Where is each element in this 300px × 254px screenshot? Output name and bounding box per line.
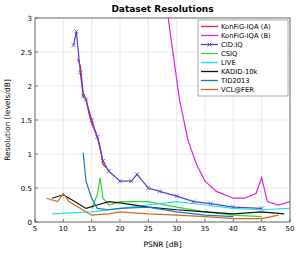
marker [135, 172, 139, 176]
tick-label: 2.5 [21, 49, 32, 57]
series-line [74, 32, 262, 209]
legend-marker [208, 43, 212, 47]
tick-label: 45 [257, 225, 266, 233]
legend-label: VCL@FER [221, 86, 254, 94]
tick-label: 5 [33, 225, 37, 233]
tick-label: 25 [144, 225, 153, 233]
tick-mark [35, 86, 38, 87]
plot-area [46, 18, 290, 219]
x-axis-label: PSNR [dB] [143, 240, 181, 249]
series-line [168, 18, 290, 205]
plot-frame [35, 18, 290, 222]
legend-swatch [201, 80, 218, 81]
tick-label: 2 [28, 83, 32, 91]
tick-mark [148, 219, 149, 222]
legend-box [198, 20, 288, 96]
legend-swatch [201, 71, 218, 72]
marker [118, 179, 122, 183]
marker [84, 98, 88, 102]
marker [101, 159, 105, 163]
tick-mark [233, 219, 234, 222]
tick-label: 10 [59, 225, 68, 233]
series-line [92, 178, 262, 217]
tick-label: 15 [87, 225, 96, 233]
legend-label: CID:IQ [221, 41, 243, 49]
tick-mark [120, 219, 121, 222]
marker [90, 118, 94, 122]
legend-label: KonFiG-IQA (B) [221, 32, 271, 40]
marker [78, 70, 82, 74]
tick-mark [91, 219, 92, 222]
tick-mark [35, 120, 38, 121]
chart: Dataset Resolutions 5 10 15 20 25 30 35 40 45 50 0 0… [0, 0, 300, 254]
background [0, 0, 300, 254]
legend-swatch [201, 62, 218, 63]
marker [158, 189, 162, 193]
legend-label: KADID-10k [221, 68, 258, 76]
tick-label: 0 [28, 219, 32, 227]
legend-swatch [201, 53, 218, 54]
grid-line [35, 188, 290, 189]
legend-swatch [201, 26, 218, 27]
tick-label: 1.5 [21, 117, 32, 125]
tick-mark [205, 219, 206, 222]
tick-mark [176, 219, 177, 222]
marker [107, 169, 111, 173]
legend: KonFiG-IQA (A)KonFiG-IQA (B)CID:IQCSIQLI… [198, 20, 288, 96]
legend-label: CSIQ [221, 50, 237, 58]
title: Dataset Resolutions [111, 4, 213, 14]
legend-label: LIVE [221, 59, 236, 67]
series-line [46, 193, 278, 218]
tick-label: 50 [286, 225, 295, 233]
series-line [78, 59, 106, 168]
y-axis-label: Resolution [levels/dB] [3, 79, 12, 161]
marker [175, 194, 179, 198]
tick-label: 35 [201, 225, 210, 233]
tick-mark [261, 219, 262, 222]
marker [95, 135, 99, 139]
tick-mark [63, 219, 64, 222]
marker [74, 30, 78, 34]
legend-swatch [201, 35, 218, 36]
tick-label: 0.5 [21, 185, 32, 193]
marker [129, 179, 133, 183]
tick-label: 20 [116, 225, 125, 233]
legend-swatch [201, 89, 218, 90]
tick-mark [35, 52, 38, 53]
series-line [83, 153, 233, 217]
tick-label: 40 [229, 225, 238, 233]
marker [81, 94, 85, 98]
tick-mark [35, 154, 38, 155]
grid-line [35, 120, 290, 121]
tick-label: 30 [172, 225, 181, 233]
marker [72, 43, 76, 47]
series-line [52, 195, 284, 214]
legend-label: TID2013 [220, 77, 250, 85]
tick-label: 3 [28, 15, 32, 23]
marker [146, 186, 150, 190]
grid-line [35, 154, 290, 155]
tick-mark [35, 188, 38, 189]
tick-label: 1 [28, 151, 32, 159]
legend-label: KonFiG-IQA (A) [221, 23, 271, 31]
